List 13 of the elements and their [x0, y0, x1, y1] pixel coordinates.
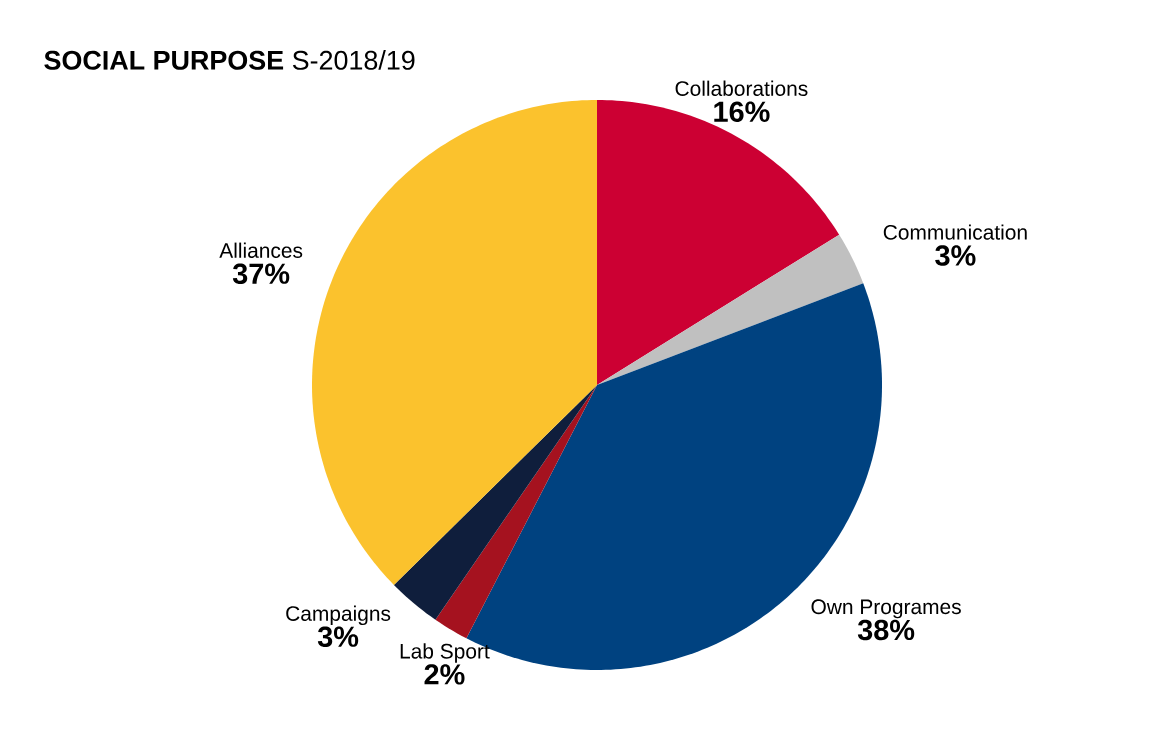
data-label: 3% — [935, 245, 976, 266]
data-label: 37% — [232, 263, 290, 284]
chart-title: SOCIAL PURPOSE S-2018/19 — [44, 50, 415, 70]
slice-label: Collaborations — [675, 80, 808, 96]
data-label: 38% — [857, 619, 915, 641]
data-label: 16% — [714, 101, 770, 122]
data-label: 2% — [424, 664, 465, 685]
data-label: 3% — [317, 626, 359, 647]
slice-label: Lab Sport — [400, 643, 490, 663]
slice-label: Own Programes — [811, 599, 961, 619]
slice-label: Communication — [883, 224, 1027, 240]
slice-label: Alliances — [219, 242, 303, 258]
slice-label: Campaigns — [286, 605, 391, 626]
